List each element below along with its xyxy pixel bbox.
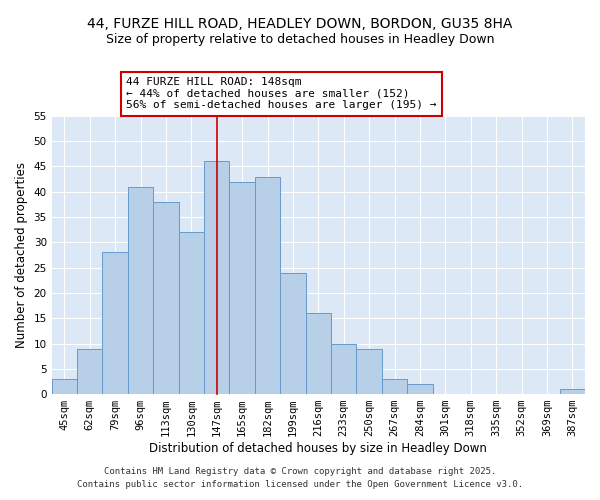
Bar	[229, 182, 255, 394]
Bar	[179, 232, 204, 394]
X-axis label: Distribution of detached houses by size in Headley Down: Distribution of detached houses by size …	[149, 442, 487, 455]
Bar	[407, 384, 433, 394]
Text: 44, FURZE HILL ROAD, HEADLEY DOWN, BORDON, GU35 8HA: 44, FURZE HILL ROAD, HEADLEY DOWN, BORDO…	[88, 18, 512, 32]
Bar	[204, 162, 229, 394]
Bar	[331, 344, 356, 394]
Text: Contains HM Land Registry data © Crown copyright and database right 2025.
Contai: Contains HM Land Registry data © Crown c…	[77, 468, 523, 489]
Bar	[128, 186, 153, 394]
Bar	[255, 176, 280, 394]
Bar	[382, 379, 407, 394]
Bar	[560, 389, 585, 394]
Bar	[305, 313, 331, 394]
Y-axis label: Number of detached properties: Number of detached properties	[15, 162, 28, 348]
Bar	[103, 252, 128, 394]
Bar	[356, 348, 382, 394]
Bar	[77, 348, 103, 394]
Bar	[52, 379, 77, 394]
Text: Size of property relative to detached houses in Headley Down: Size of property relative to detached ho…	[106, 32, 494, 46]
Bar	[280, 272, 305, 394]
Text: 44 FURZE HILL ROAD: 148sqm
← 44% of detached houses are smaller (152)
56% of sem: 44 FURZE HILL ROAD: 148sqm ← 44% of deta…	[127, 77, 437, 110]
Bar	[153, 202, 179, 394]
